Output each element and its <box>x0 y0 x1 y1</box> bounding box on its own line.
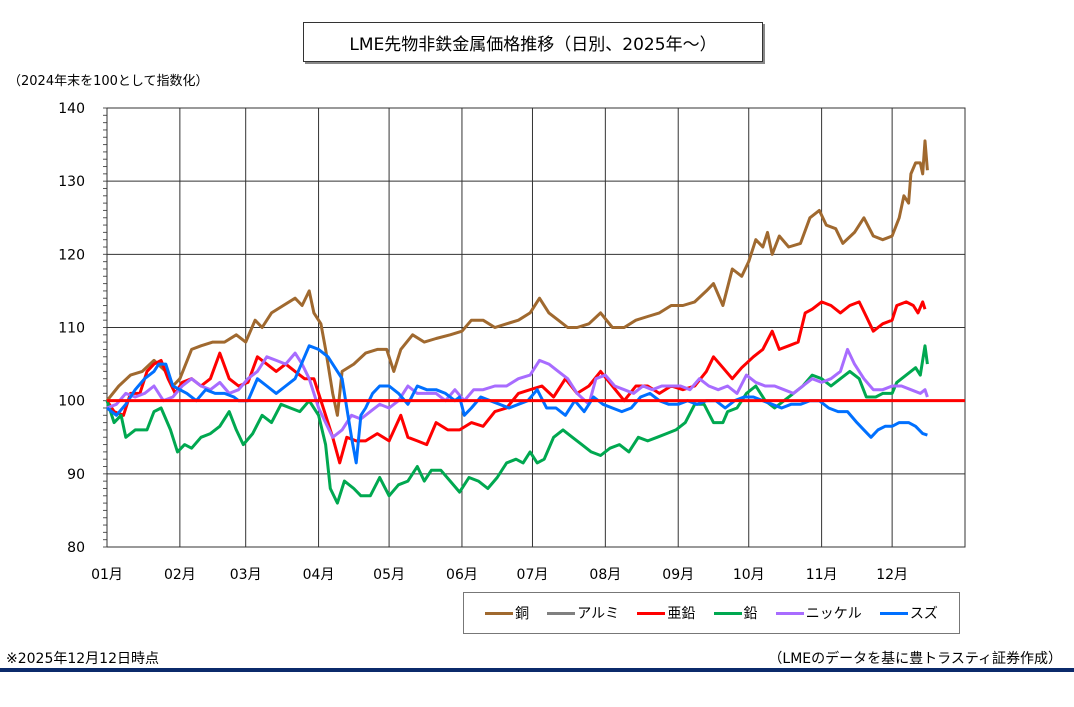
series-line-3 <box>105 344 929 505</box>
y-tick-label: 80 <box>67 540 85 556</box>
legend-swatch <box>775 611 804 615</box>
legend-label: ニッケル <box>805 606 862 622</box>
y-tick-label: 120 <box>58 247 85 263</box>
x-tick-label: 10月 <box>733 567 765 583</box>
source-note: （LMEのデータを基に豊トラスティ証券作成） <box>768 651 1062 667</box>
x-tick-label: 06月 <box>446 567 478 583</box>
legend-item: ニッケル <box>775 603 862 623</box>
legend-label: 亜鉛 <box>667 606 696 622</box>
legend-item: スズ <box>879 603 938 623</box>
legend-item: 鉛 <box>713 603 758 623</box>
x-tick-label: 03月 <box>230 567 262 583</box>
series-line-4 <box>106 347 929 439</box>
legend-item: アルミ <box>547 603 619 623</box>
legend-item: 亜鉛 <box>637 603 695 623</box>
legend-item: 銅 <box>485 603 529 623</box>
x-tick-label: 02月 <box>164 567 196 583</box>
x-tick-label: 01月 <box>91 567 123 583</box>
x-tick-label: 04月 <box>303 567 335 583</box>
series-line-2 <box>105 300 927 465</box>
series-line-5 <box>106 344 928 465</box>
legend-swatch <box>713 611 742 615</box>
as-of-note: ※2025年12月12日時点 <box>6 651 159 667</box>
y-tick-label: 100 <box>58 394 85 410</box>
series-line-0 <box>105 139 929 417</box>
legend-swatch <box>637 611 666 615</box>
y-tick-label: 140 <box>58 101 85 117</box>
legend-label: スズ <box>909 606 938 622</box>
legend-label: 銅 <box>515 606 530 622</box>
x-tick-label: 07月 <box>517 567 549 583</box>
y-tick-label: 90 <box>67 467 85 483</box>
x-tick-label: 05月 <box>373 567 405 583</box>
legend: 銅 アルミ 亜鉛 鉛 ニッケル スズ <box>463 592 960 634</box>
x-tick-label: 09月 <box>662 567 694 583</box>
footer-rule <box>0 668 1074 672</box>
y-tick-label: 130 <box>58 174 85 190</box>
chart-title: LME先物非鉄金属価格推移（日別、2025年～） <box>303 22 763 62</box>
x-tick-label: 12月 <box>876 567 908 583</box>
x-tick-label: 08月 <box>589 567 621 583</box>
legend-swatch <box>485 611 514 615</box>
legend-swatch <box>547 611 576 615</box>
y-tick-label: 110 <box>58 321 85 337</box>
x-tick-label: 11月 <box>806 567 838 583</box>
legend-swatch <box>879 611 908 615</box>
legend-label: 鉛 <box>743 606 758 622</box>
legend-label: アルミ <box>577 606 620 622</box>
y-axis-unit-label: （2024年末を100として指数化） <box>8 74 209 89</box>
